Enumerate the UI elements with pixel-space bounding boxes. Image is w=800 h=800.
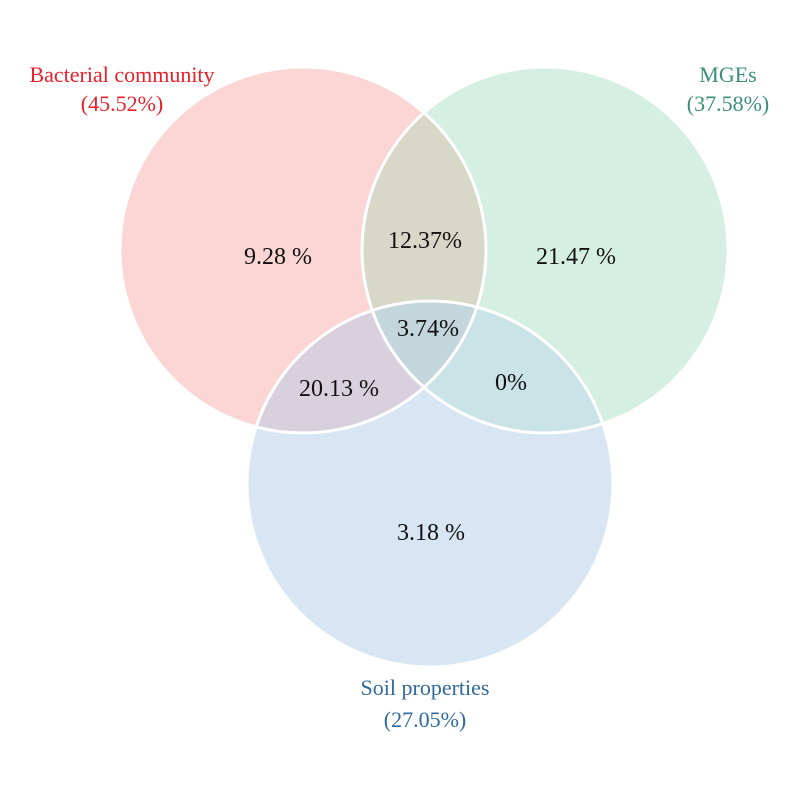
mges-only-value: 21.47 %	[536, 244, 616, 270]
bacterial-community-percent: (45.52%)	[81, 91, 163, 116]
bacterial-mges-value: 12.37%	[388, 228, 462, 254]
mges-soil-value: 0%	[495, 370, 527, 396]
bacterial-community-name: Bacterial community	[29, 62, 214, 87]
mges-name: MGEs	[699, 62, 756, 87]
bacterial-community-outline	[118, 65, 488, 435]
bacterial-only-value: 9.28 %	[244, 244, 312, 270]
bacterial-soil-value: 20.13 %	[299, 376, 379, 402]
mges-percent: (37.58%)	[687, 91, 769, 116]
soil-properties-outline	[245, 299, 615, 669]
all-three-value: 3.74%	[397, 316, 459, 342]
soil-properties-percent: (27.05%)	[384, 707, 466, 732]
mges-outline	[360, 65, 730, 435]
bacterial-soil-overlap	[247, 301, 486, 433]
mges-soil-overlap	[362, 301, 613, 433]
soil-properties-name: Soil properties	[361, 675, 490, 700]
soil-only-value: 3.18 %	[397, 520, 465, 546]
